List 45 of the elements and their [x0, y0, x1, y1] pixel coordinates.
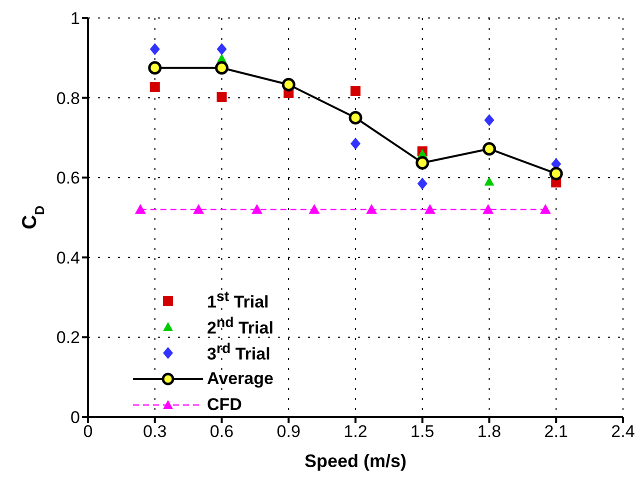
legend-label: 2$^{nd}$ Trial [207, 315, 274, 339]
point [416, 156, 430, 170]
y-tick-label: 0.8 [56, 88, 80, 108]
point [549, 166, 563, 180]
point [215, 61, 228, 75]
point [134, 204, 146, 214]
point [417, 178, 428, 190]
y-tick-label: 0.6 [56, 168, 80, 188]
point [484, 114, 494, 126]
legend-label: 3$^{rd}$ Trial [207, 341, 270, 365]
x-tick-label: 2.1 [544, 422, 568, 442]
legend-label: CFD [207, 395, 242, 415]
x-tick-label: 1.2 [344, 422, 368, 442]
point [216, 92, 227, 102]
point [350, 86, 360, 96]
point [150, 43, 160, 56]
x-tick-label: 0 [83, 422, 93, 442]
point [308, 204, 320, 214]
legend-label: 1$^{st}$ Trial [207, 289, 269, 313]
point [193, 204, 204, 214]
point [540, 204, 551, 214]
x-tick-label: 1.8 [477, 422, 502, 442]
point [482, 204, 494, 214]
x-tick-label: 1.5 [410, 422, 434, 442]
y-tick-label: 0.4 [56, 248, 80, 268]
point [148, 61, 162, 75]
point [150, 82, 160, 92]
point [282, 78, 296, 92]
point [216, 43, 227, 56]
x-tick-label: 0.3 [143, 422, 167, 442]
x-tick-label: 2.4 [611, 422, 635, 442]
point [484, 176, 494, 186]
point [348, 111, 362, 124]
point [366, 204, 378, 214]
y-tick-label: 0 [70, 408, 80, 428]
x-axis-title: Speed (m/s) [304, 451, 407, 471]
point [424, 204, 436, 214]
point [251, 204, 262, 214]
y-tick-label: 0.2 [56, 328, 80, 348]
x-tick-label: 0.9 [276, 422, 300, 442]
x-tick-label: 0.6 [210, 422, 234, 442]
legend-label: Average [207, 369, 274, 389]
y-tick-label: 1 [70, 9, 80, 28]
point [350, 138, 360, 150]
point [482, 142, 496, 156]
